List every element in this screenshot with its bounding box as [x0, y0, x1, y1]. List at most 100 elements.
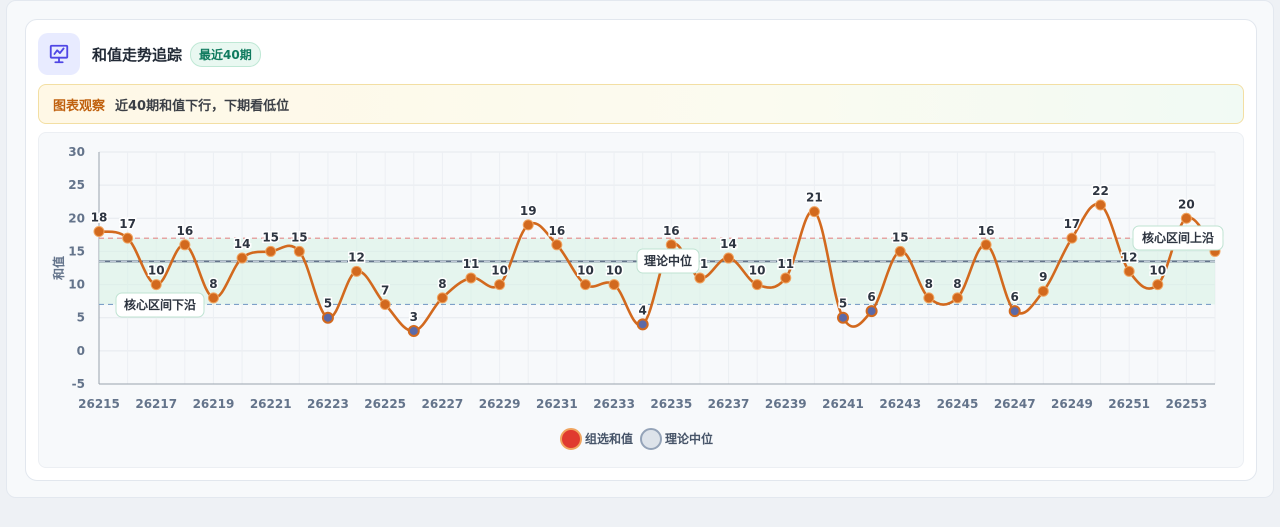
data-point	[694, 272, 706, 284]
data-point	[1123, 265, 1135, 277]
data-label: 17	[119, 217, 136, 231]
data-label: 16	[978, 224, 995, 238]
data-label: 3	[410, 310, 418, 324]
data-label: 19	[520, 204, 537, 218]
data-point	[179, 239, 191, 251]
data-point	[1095, 199, 1107, 211]
data-label: 7	[381, 283, 389, 297]
data-label: 8	[953, 277, 961, 291]
data-point	[236, 252, 248, 264]
data-label: 11	[463, 257, 480, 271]
data-point	[207, 292, 219, 304]
data-point	[808, 206, 820, 218]
data-label: 18	[91, 211, 108, 225]
data-label: 8	[209, 277, 217, 291]
data-label: 8	[438, 277, 446, 291]
x-tick-label: 26249	[1051, 397, 1093, 411]
data-point	[723, 252, 735, 264]
data-label: 15	[892, 230, 909, 244]
x-tick-label: 26223	[307, 397, 349, 411]
data-label: 6	[867, 290, 875, 304]
data-point	[494, 279, 506, 291]
data-point	[751, 279, 763, 291]
data-label: 10	[148, 264, 165, 278]
data-point	[780, 272, 792, 284]
data-label: 5	[839, 297, 847, 311]
upper-bound-callout-box	[1132, 225, 1224, 251]
data-point	[436, 292, 448, 304]
data-label: 12	[1121, 250, 1138, 264]
y-tick-label: 30	[68, 145, 85, 159]
data-point	[351, 265, 363, 277]
data-label: 14	[720, 237, 737, 251]
data-point	[608, 279, 620, 291]
data-point	[837, 311, 849, 324]
data-label: 5	[324, 297, 332, 311]
data-label: 10	[749, 264, 766, 278]
data-point	[93, 226, 105, 238]
median-callout-box	[636, 248, 700, 274]
x-tick-label: 26245	[937, 397, 979, 411]
x-tick-label: 26217	[135, 397, 177, 411]
data-label: 21	[806, 191, 823, 205]
data-label: 16	[548, 224, 565, 238]
y-tick-label: 10	[68, 278, 85, 292]
data-point	[1180, 212, 1192, 224]
card-header: 和值走势追踪 最近40期	[38, 32, 261, 76]
data-point	[980, 239, 992, 251]
data-point	[551, 239, 563, 251]
data-point	[321, 311, 334, 324]
data-label: 4	[639, 303, 647, 317]
x-tick-label: 26221	[250, 397, 292, 411]
x-tick-label: 26227	[422, 397, 464, 411]
data-label: 9	[1039, 270, 1047, 284]
x-tick-label: 26247	[994, 397, 1036, 411]
data-point	[407, 324, 420, 337]
data-label: 12	[348, 250, 365, 264]
y-tick-label: -5	[72, 377, 85, 391]
data-label: 16	[176, 224, 193, 238]
data-label: 10	[491, 264, 508, 278]
data-label: 10	[1149, 264, 1166, 278]
data-point	[122, 232, 134, 244]
data-label: 17	[1064, 217, 1081, 231]
y-tick-label: 25	[68, 178, 85, 192]
x-tick-label: 26241	[822, 397, 864, 411]
data-point	[379, 298, 391, 310]
x-tick-label: 26219	[193, 397, 235, 411]
data-point	[293, 245, 305, 257]
data-label: 14	[234, 237, 251, 251]
x-tick-label: 26229	[479, 397, 521, 411]
x-tick-label: 26237	[708, 397, 750, 411]
y-tick-label: 15	[68, 244, 85, 258]
observation-label: 图表观察	[53, 98, 106, 114]
sum-trend-chart: -5 0 5 10 15 20 25 30 和值 18 17 10 16 8 14 15 15 5 12 7 3 8 11 1…	[51, 145, 1225, 450]
x-tick-label: 26225	[364, 397, 406, 411]
data-point	[265, 245, 277, 257]
data-point	[951, 292, 963, 304]
data-point	[1066, 232, 1078, 244]
data-label: 20	[1178, 197, 1195, 211]
presentation-chart-icon	[38, 33, 80, 75]
x-tick-label: 26215	[78, 397, 120, 411]
data-point	[865, 305, 878, 318]
data-label: 6	[1011, 290, 1019, 304]
observation-text: 近40期和值下行，下期看低位	[115, 98, 290, 114]
data-point	[665, 239, 677, 251]
observation-banner: 图表观察 近40期和值下行，下期看低位	[38, 84, 1244, 124]
x-tick-label: 26251	[1108, 397, 1150, 411]
upper-bound-callout: 核心区间上沿	[1142, 230, 1214, 245]
x-tick-label: 26239	[765, 397, 807, 411]
data-label: 15	[291, 230, 308, 244]
data-point	[465, 272, 477, 284]
data-point	[522, 219, 534, 231]
legend-median-swatch	[640, 428, 662, 450]
page-frame: 和值走势追踪 最近40期 图表观察 近40期和值下行，下期看低位 -5 0 5 10 1…	[6, 0, 1274, 498]
data-point	[579, 279, 591, 291]
data-point	[1008, 305, 1021, 318]
lower-bound-callout-box	[115, 292, 205, 318]
y-tick-label: 20	[68, 211, 85, 225]
x-tick-label: 26235	[650, 397, 692, 411]
data-label: 11	[777, 257, 794, 271]
x-tick-label: 26253	[1166, 397, 1208, 411]
